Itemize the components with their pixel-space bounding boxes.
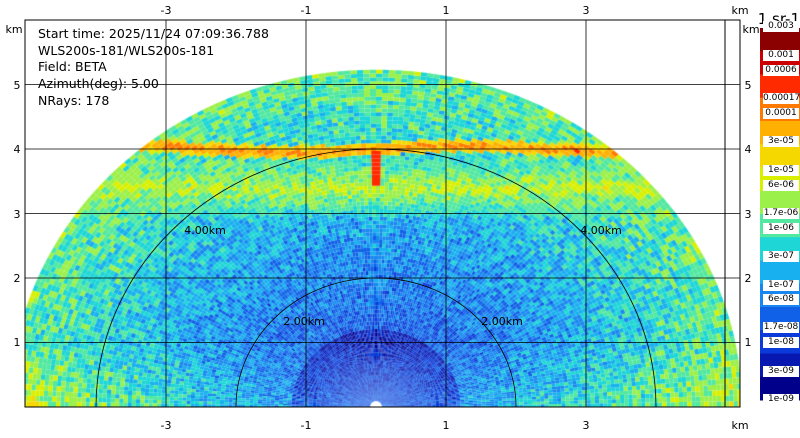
instrument-text: WLS200s-181/WLS200s-181 [38, 43, 215, 58]
colorbar-label: 0.00017 [763, 93, 800, 104]
colorbar-label: 0.0001 [763, 108, 799, 119]
y-unit-right: km [742, 23, 759, 36]
x-unit-top: km [731, 4, 748, 17]
x-tick-top-neg1: -1 [301, 4, 312, 17]
colorbar-label: 6e-08 [763, 294, 799, 305]
field-text: Field: BETA [38, 59, 107, 74]
y-tick-right-3: 3 [745, 208, 752, 221]
colorbar-label: 1.7e-06 [763, 208, 799, 219]
colorbar-swatch [760, 74, 800, 99]
ring-label-4km-right: 4.00km [580, 224, 622, 237]
colorbar-swatch [760, 144, 800, 168]
x-tick-bottom-neg3: -3 [161, 419, 172, 432]
y-tick-left-5: 5 [14, 79, 21, 92]
colorbar-top-label: 0.003 [763, 21, 799, 32]
colorbar-label: 1e-09 [763, 394, 799, 405]
y-tick-right-5: 5 [745, 79, 752, 92]
y-tick-left-4: 4 [14, 143, 21, 156]
x-tick-top-1: 1 [443, 4, 450, 17]
colorbar-label: 3e-09 [763, 366, 799, 377]
colorbar-swatch [760, 28, 800, 52]
y-tick-left-1: 1 [14, 336, 21, 349]
x-tick-top-neg3: -3 [161, 4, 172, 17]
range-rings [95, 148, 657, 408]
range-ring [95, 148, 657, 408]
colorbar-label: 0.001 [763, 50, 799, 61]
x-tick-bottom-1: 1 [443, 419, 450, 432]
x-tick-top-3: 3 [583, 4, 590, 17]
x-tick-bottom-3: 3 [583, 419, 590, 432]
x-unit-bottom: km [731, 419, 748, 432]
colorbar-label: 1e-07 [763, 280, 799, 291]
ring-label-4km-left: 4.00km [184, 224, 226, 237]
colorbar-label: 3e-07 [763, 251, 799, 262]
start-time-text: Start time: 2025/11/24 07:09:36.788 [38, 26, 269, 41]
y-tick-left-2: 2 [14, 272, 21, 285]
y-tick-right-2: 2 [745, 272, 752, 285]
colorbar-label: 1e-06 [763, 223, 799, 234]
colorbar-label: 1e-05 [763, 165, 799, 176]
colorbar-label: 0.0006 [763, 65, 799, 76]
colorbar-label: 3e-05 [763, 136, 799, 147]
y-tick-right-4: 4 [745, 143, 752, 156]
ring-label-2km-right: 2.00km [481, 315, 523, 328]
ring-label-2km-left: 2.00km [283, 315, 325, 328]
colorbar-label: 1.7e-08 [763, 322, 799, 333]
colorbar-label: 6e-06 [763, 180, 799, 191]
colorbar-swatch [760, 260, 800, 285]
x-tick-bottom-neg1: -1 [301, 419, 312, 432]
nrays-text: NRays: 178 [38, 93, 110, 108]
y-tick-right-1: 1 [745, 336, 752, 349]
range-ring [235, 277, 517, 408]
azimuth-text: Azimuth(deg): 5.00 [38, 76, 159, 91]
y-tick-left-3: 3 [14, 208, 21, 221]
y-unit-left: km [5, 23, 22, 36]
colorbar-label: 1e-08 [763, 337, 799, 348]
